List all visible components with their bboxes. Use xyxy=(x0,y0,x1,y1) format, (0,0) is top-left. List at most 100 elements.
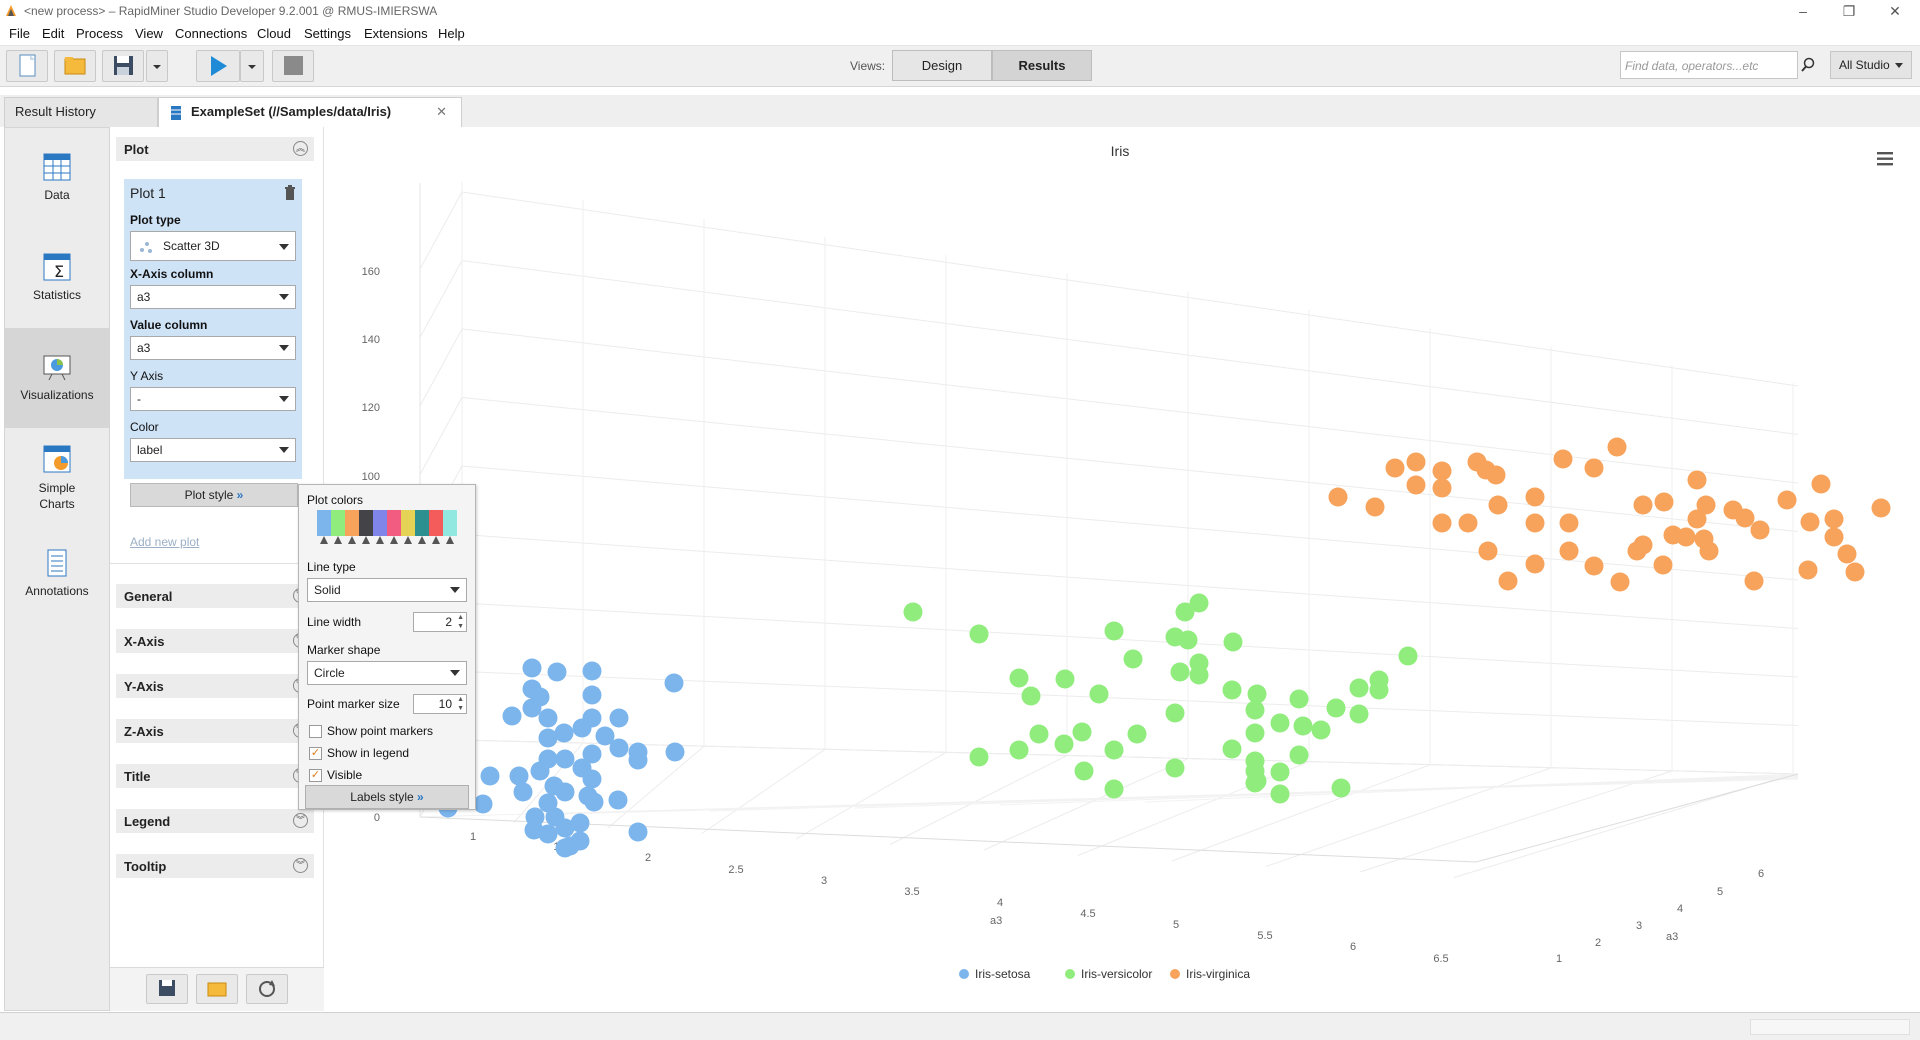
rail-item-data[interactable]: Data xyxy=(5,152,109,202)
minimize-icon[interactable]: – xyxy=(1799,3,1807,19)
data-point-iris-versicolor[interactable] xyxy=(969,747,989,767)
section-y-axis[interactable]: Y-Axis︾ xyxy=(116,674,314,698)
data-point-iris-versicolor[interactable] xyxy=(1104,740,1124,760)
palette-swatch[interactable] xyxy=(429,510,443,536)
data-point-iris-versicolor[interactable] xyxy=(1009,740,1029,760)
palette-swatch[interactable] xyxy=(373,510,387,536)
data-point-iris-setosa[interactable] xyxy=(513,782,533,802)
data-point-iris-setosa[interactable] xyxy=(560,836,580,856)
tab-exampleset[interactable]: ExampleSet (//Samples/data/Iris) ✕ xyxy=(158,97,462,127)
rail-item-simple-charts[interactable]: Simple Charts xyxy=(5,444,109,512)
plot-style-button[interactable]: Plot style » xyxy=(130,483,298,507)
legend-item[interactable]: Iris-setosa xyxy=(975,967,1031,981)
marker-shape-select[interactable]: Circle xyxy=(307,661,467,685)
data-point-iris-versicolor[interactable] xyxy=(1331,778,1351,798)
data-point-iris-setosa[interactable] xyxy=(524,820,544,840)
save-process-button[interactable] xyxy=(102,50,144,82)
palette-swatch[interactable] xyxy=(401,510,415,536)
data-point-iris-virginica[interactable] xyxy=(1694,529,1714,549)
section-x-axis[interactable]: X-Axis︾ xyxy=(116,629,314,653)
open-process-button[interactable] xyxy=(54,50,96,82)
rail-item-annotations[interactable]: Annotations xyxy=(5,548,109,598)
data-point-iris-virginica[interactable] xyxy=(1498,571,1518,591)
data-point-iris-versicolor[interactable] xyxy=(1127,724,1147,744)
data-point-iris-versicolor[interactable] xyxy=(1165,627,1185,647)
data-point-iris-virginica[interactable] xyxy=(1750,520,1770,540)
save-dropdown-button[interactable] xyxy=(146,50,168,82)
data-point-iris-setosa[interactable] xyxy=(572,758,592,778)
data-point-iris-virginica[interactable] xyxy=(1365,497,1385,517)
yaxis-select[interactable]: - xyxy=(130,387,296,411)
show-legend-checkbox[interactable]: ✓ xyxy=(309,747,322,760)
data-point-iris-versicolor[interactable] xyxy=(1247,684,1267,704)
data-point-iris-versicolor[interactable] xyxy=(1170,662,1190,682)
chevron-down-icon[interactable]: ︾ xyxy=(293,858,308,873)
data-point-iris-setosa[interactable] xyxy=(502,706,522,726)
data-point-iris-setosa[interactable] xyxy=(538,793,558,813)
data-point-iris-setosa[interactable] xyxy=(570,813,590,833)
legend-marker[interactable] xyxy=(959,969,969,979)
chart-menu-icon[interactable] xyxy=(1877,152,1893,166)
palette-swatch[interactable] xyxy=(415,510,429,536)
data-point-iris-virginica[interactable] xyxy=(1559,541,1579,561)
save-config-button[interactable] xyxy=(146,974,188,1004)
data-point-iris-virginica[interactable] xyxy=(1687,509,1707,529)
data-point-iris-versicolor[interactable] xyxy=(1349,704,1369,724)
trash-icon[interactable] xyxy=(284,185,296,201)
value-column-select[interactable]: a3 xyxy=(130,336,296,360)
chevron-up-icon[interactable]: ︽ xyxy=(293,141,308,156)
data-point-iris-virginica[interactable] xyxy=(1735,508,1755,528)
data-point-iris-versicolor[interactable] xyxy=(1165,758,1185,778)
menu-file[interactable]: File xyxy=(9,26,30,41)
menu-edit[interactable]: Edit xyxy=(42,26,65,41)
palette-swatch[interactable] xyxy=(359,510,373,536)
refresh-button[interactable] xyxy=(246,974,288,1004)
data-point-iris-versicolor[interactable] xyxy=(1245,761,1265,781)
restore-icon[interactable]: ❐ xyxy=(1842,3,1856,19)
data-point-iris-setosa[interactable] xyxy=(582,744,602,764)
data-point-iris-versicolor[interactable] xyxy=(1072,722,1092,742)
data-point-iris-virginica[interactable] xyxy=(1633,495,1653,515)
data-point-iris-setosa[interactable] xyxy=(544,776,564,796)
rail-item-statistics[interactable]: Σ Statistics xyxy=(5,252,109,302)
data-point-iris-versicolor[interactable] xyxy=(1270,713,1290,733)
close-tab-icon[interactable]: ✕ xyxy=(436,104,447,119)
data-point-iris-virginica[interactable] xyxy=(1525,554,1545,574)
legend-marker[interactable] xyxy=(1065,969,1075,979)
data-point-iris-versicolor[interactable] xyxy=(1021,686,1041,706)
add-new-plot-link[interactable]: Add new plot xyxy=(130,535,200,549)
data-point-iris-virginica[interactable] xyxy=(1559,513,1579,533)
data-point-iris-setosa[interactable] xyxy=(628,742,648,762)
section-z-axis[interactable]: Z-Axis︾ xyxy=(116,719,314,743)
data-point-iris-virginica[interactable] xyxy=(1824,527,1844,547)
data-point-iris-setosa[interactable] xyxy=(572,718,592,738)
data-point-iris-versicolor[interactable] xyxy=(1054,734,1074,754)
visible-checkbox[interactable]: ✓ xyxy=(309,769,322,782)
data-point-iris-virginica[interactable] xyxy=(1406,475,1426,495)
data-point-iris-versicolor[interactable] xyxy=(1009,668,1029,688)
data-point-iris-setosa[interactable] xyxy=(608,790,628,810)
palette-swatch[interactable] xyxy=(443,510,457,536)
plot-type-select[interactable]: Scatter 3D xyxy=(130,231,296,261)
data-point-iris-virginica[interactable] xyxy=(1478,541,1498,561)
color-select[interactable]: label xyxy=(130,438,296,462)
data-point-iris-virginica[interactable] xyxy=(1458,513,1478,533)
data-point-iris-versicolor[interactable] xyxy=(1245,723,1265,743)
data-point-iris-virginica[interactable] xyxy=(1777,490,1797,510)
section-general[interactable]: General︾ xyxy=(116,584,314,608)
data-point-iris-versicolor[interactable] xyxy=(1326,698,1346,718)
data-point-iris-versicolor[interactable] xyxy=(1222,680,1242,700)
stop-process-button[interactable] xyxy=(272,50,314,82)
data-point-iris-versicolor[interactable] xyxy=(1270,762,1290,782)
data-point-iris-versicolor[interactable] xyxy=(1270,784,1290,804)
search-input[interactable]: Find data, operators...etc xyxy=(1620,51,1798,79)
data-point-iris-versicolor[interactable] xyxy=(1398,646,1418,666)
run-dropdown-button[interactable] xyxy=(240,50,264,82)
data-point-iris-setosa[interactable] xyxy=(547,662,567,682)
data-point-iris-setosa[interactable] xyxy=(473,794,493,814)
show-markers-checkbox[interactable] xyxy=(309,725,322,738)
data-point-iris-versicolor[interactable] xyxy=(1104,779,1124,799)
palette-swatch[interactable] xyxy=(387,510,401,536)
data-point-iris-setosa[interactable] xyxy=(555,749,575,769)
data-point-iris-virginica[interactable] xyxy=(1607,437,1627,457)
